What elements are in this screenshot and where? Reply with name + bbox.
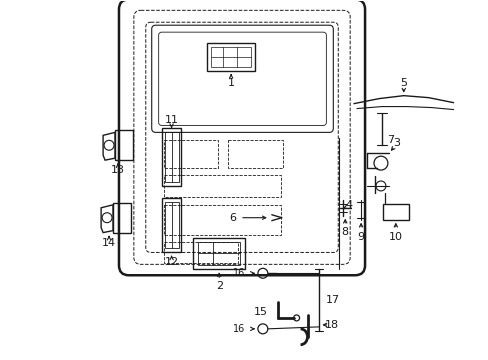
Bar (207, 43, 254, 71)
Text: 10: 10 (388, 231, 402, 242)
Text: 14: 14 (102, 238, 116, 248)
Text: 4: 4 (345, 200, 352, 210)
Bar (163, 242, 238, 264)
Text: 9: 9 (357, 231, 364, 242)
Text: 5: 5 (400, 78, 407, 88)
Bar (162, 198, 181, 252)
Text: 3: 3 (392, 138, 400, 148)
Bar (163, 175, 280, 197)
Text: 6: 6 (229, 213, 236, 223)
Text: 12: 12 (164, 257, 178, 267)
Bar (164, 132, 178, 182)
Text: 15: 15 (253, 307, 267, 317)
Text: 13: 13 (111, 165, 125, 175)
Bar (211, 47, 250, 67)
Bar (164, 202, 178, 248)
Bar (162, 129, 181, 186)
Text: 16: 16 (232, 324, 244, 334)
Bar (198, 242, 240, 265)
Text: 1: 1 (227, 78, 234, 88)
Text: 8: 8 (341, 226, 348, 237)
Text: 18: 18 (325, 320, 339, 330)
Text: 11: 11 (164, 116, 178, 126)
Text: 17: 17 (325, 295, 340, 305)
Bar (163, 140, 218, 168)
Bar (115, 130, 133, 160)
Bar (228, 140, 282, 168)
Text: 7: 7 (386, 135, 394, 145)
Text: 16: 16 (232, 268, 244, 278)
Bar (382, 204, 408, 220)
Bar (113, 203, 131, 233)
Text: 2: 2 (215, 281, 223, 291)
Bar (163, 205, 280, 235)
Bar (193, 238, 244, 269)
